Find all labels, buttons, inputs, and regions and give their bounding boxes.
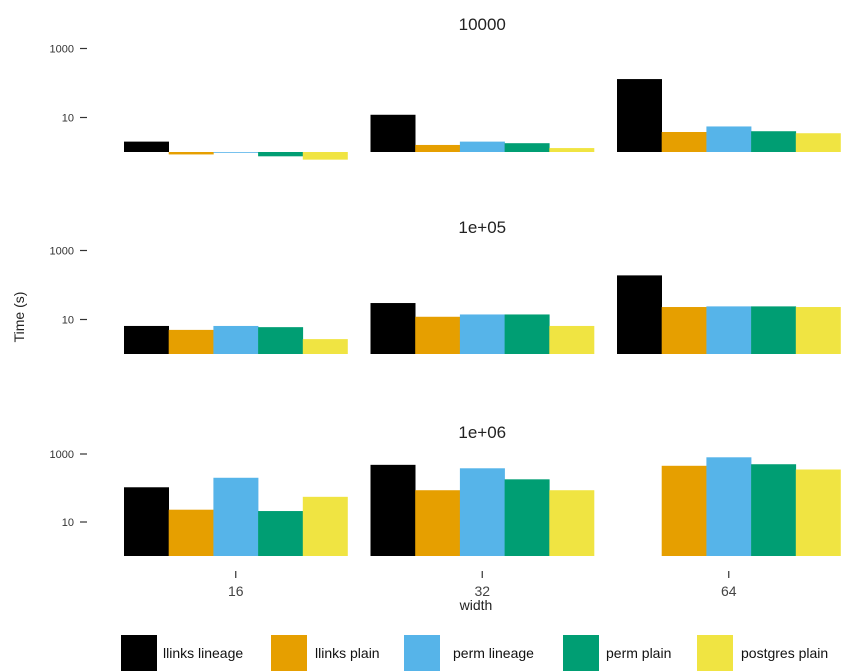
panel-3: 1e+06 10 1000 (50, 423, 841, 556)
legend-swatch (271, 635, 307, 671)
legend-label: perm lineage (453, 645, 534, 661)
legend-label: llinks plain (315, 645, 380, 661)
bar-llinks-lineage-64 (617, 79, 662, 152)
bar-llinks-plain-64 (661, 465, 707, 556)
x-axis: 16 32 64 (228, 571, 737, 599)
bar-llinks-lineage-16 (124, 325, 169, 354)
bar-perm-lineage-16 (213, 152, 259, 153)
bar-perm-plain-32 (504, 314, 550, 354)
bar-perm-lineage-32 (459, 468, 505, 556)
legend-swatch (121, 635, 157, 671)
legend-swatch (697, 635, 733, 671)
bar-llinks-plain-16 (168, 329, 214, 354)
bar-llinks-lineage-32 (370, 464, 416, 556)
x-tick-label: 64 (721, 583, 737, 599)
bar-llinks-plain-64 (661, 131, 707, 152)
panels-layer: 10000 10 1000 1e+05 10 1000 1e+06 10 1000 (50, 15, 841, 556)
bar-perm-lineage-64 (706, 306, 752, 354)
bar-postgres-plain-64 (795, 133, 841, 152)
bar-llinks-plain-16 (168, 152, 214, 155)
bar-perm-lineage-16 (213, 477, 259, 556)
x-tick-label: 32 (474, 583, 490, 599)
bar-postgres-plain-64 (795, 307, 841, 354)
legend-label: perm plain (606, 645, 671, 661)
bar-postgres-plain-16 (302, 152, 348, 160)
legend-item-postgres-plain: postgres plain (697, 635, 828, 671)
legend-item-perm-plain: perm plain (563, 635, 671, 671)
bar-perm-lineage-64 (706, 457, 752, 556)
y-tick-label: 10 (62, 517, 74, 529)
bar-llinks-plain-64 (661, 307, 707, 354)
bar-llinks-lineage-64 (617, 275, 662, 354)
bar-postgres-plain-32 (549, 490, 595, 556)
bar-perm-lineage-64 (706, 126, 752, 152)
panel-2: 1e+05 10 1000 (50, 218, 841, 354)
bar-perm-plain-64 (751, 306, 797, 354)
panel-title: 1e+05 (458, 218, 506, 237)
panel-title: 10000 (459, 15, 506, 34)
bar-llinks-plain-32 (415, 490, 461, 556)
bar-llinks-lineage-32 (370, 114, 416, 152)
legend-swatch (563, 635, 599, 671)
bar-postgres-plain-32 (549, 148, 595, 152)
bar-llinks-plain-16 (168, 509, 214, 556)
bar-perm-lineage-16 (213, 325, 259, 354)
bar-llinks-plain-32 (415, 316, 461, 354)
bar-perm-plain-32 (504, 479, 550, 556)
bar-perm-lineage-32 (459, 141, 505, 152)
bar-postgres-plain-16 (302, 339, 348, 354)
legend-label: llinks lineage (163, 645, 243, 661)
panel-title: 1e+06 (458, 423, 506, 442)
y-axis-title: Time (s) (11, 292, 27, 343)
legend-swatch (404, 635, 440, 671)
x-axis-title: width (459, 597, 493, 613)
panel-1: 10000 10 1000 (50, 15, 841, 160)
legend-item-perm-lineage: perm lineage (404, 635, 534, 671)
bar-postgres-plain-64 (795, 469, 841, 556)
bar-llinks-lineage-16 (124, 141, 169, 152)
bar-llinks-lineage-16 (124, 487, 169, 556)
bar-perm-lineage-32 (459, 314, 505, 354)
bar-llinks-plain-32 (415, 144, 461, 152)
legend-item-llinks-lineage: llinks lineage (121, 635, 243, 671)
y-tick-label: 10 (62, 315, 74, 327)
legend-label: postgres plain (741, 645, 828, 661)
bar-perm-plain-64 (751, 464, 797, 556)
y-tick-label: 1000 (50, 246, 74, 258)
bar-perm-plain-16 (258, 327, 304, 354)
bar-llinks-lineage-32 (370, 303, 416, 354)
legend-item-llinks-plain: llinks plain (271, 635, 380, 671)
y-tick-label: 10 (62, 113, 74, 125)
x-tick-label: 16 (228, 583, 244, 599)
y-tick-label: 1000 (50, 44, 74, 56)
bar-perm-plain-16 (258, 152, 304, 157)
legend: llinks lineage llinks plain perm lineage pe… (121, 635, 828, 671)
y-tick-label: 1000 (50, 449, 74, 461)
bar-perm-plain-64 (751, 131, 797, 152)
bar-postgres-plain-16 (302, 496, 348, 556)
bar-perm-plain-16 (258, 511, 304, 556)
bar-postgres-plain-32 (549, 325, 595, 354)
bar-perm-plain-32 (504, 143, 550, 152)
